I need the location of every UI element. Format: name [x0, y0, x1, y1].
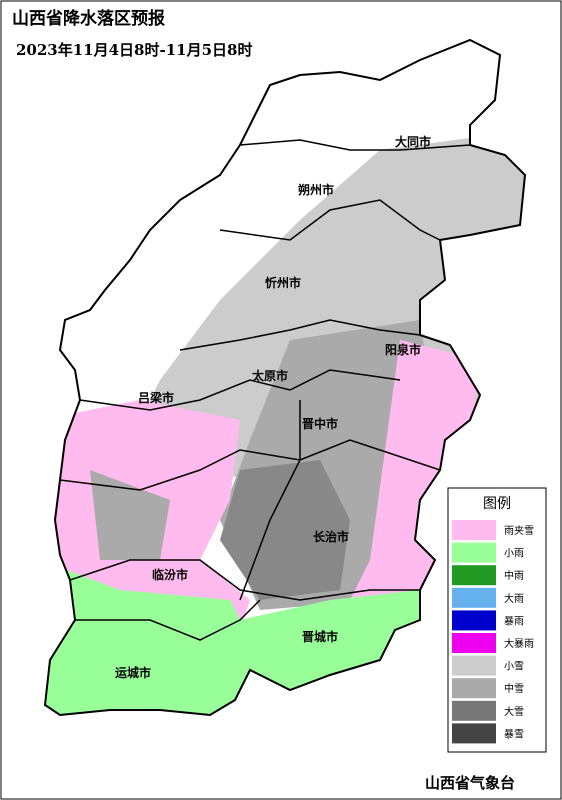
- map-title: 山西省降水落区预报: [12, 8, 165, 29]
- legend-swatch: [452, 520, 496, 540]
- legend-label: 中雪: [504, 682, 524, 695]
- legend-label: 大雨: [504, 592, 524, 605]
- legend-label: 大雪: [504, 705, 524, 718]
- legend-swatch: [452, 723, 496, 744]
- city-label: 运城市: [115, 665, 151, 680]
- footer: 山西省气象台: [425, 774, 515, 792]
- city-label: 晋城市: [302, 629, 338, 644]
- city-borders: [59, 139, 471, 641]
- legend-label: 大暴雨: [504, 637, 534, 650]
- city-label: 阳泉市: [385, 342, 421, 357]
- legend-label: 暴雨: [504, 615, 524, 627]
- city-label: 朔州市: [298, 182, 334, 197]
- city-label: 长治市: [313, 529, 349, 544]
- legend-swatch: [452, 587, 496, 608]
- map-subtitle: 2023年11月4日8时-11月5日8时: [16, 41, 252, 59]
- legend-swatch: [452, 610, 496, 631]
- legend-swatch: [452, 633, 496, 653]
- city-label: 临汾市: [152, 567, 188, 582]
- legend-swatch: [452, 655, 496, 676]
- legend-swatch: [452, 700, 496, 721]
- legend-label: 雨夹雪: [504, 524, 534, 537]
- city-label: 晋中市: [302, 416, 338, 431]
- city-label: 太原市: [252, 368, 288, 383]
- legend-label: 暴雪: [504, 728, 524, 740]
- legend-label: 中雨: [504, 569, 524, 582]
- legend-label: 小雪: [504, 661, 524, 673]
- legend-swatch: [452, 565, 496, 586]
- legend-swatch: [452, 678, 496, 699]
- city-label: 大同市: [395, 134, 431, 149]
- legend-label: 小雨: [504, 548, 524, 560]
- legend-title: 图例: [483, 496, 511, 512]
- legend-swatch: [452, 542, 496, 563]
- city-label: 吕梁市: [138, 390, 174, 405]
- city-label: 忻州市: [265, 275, 301, 290]
